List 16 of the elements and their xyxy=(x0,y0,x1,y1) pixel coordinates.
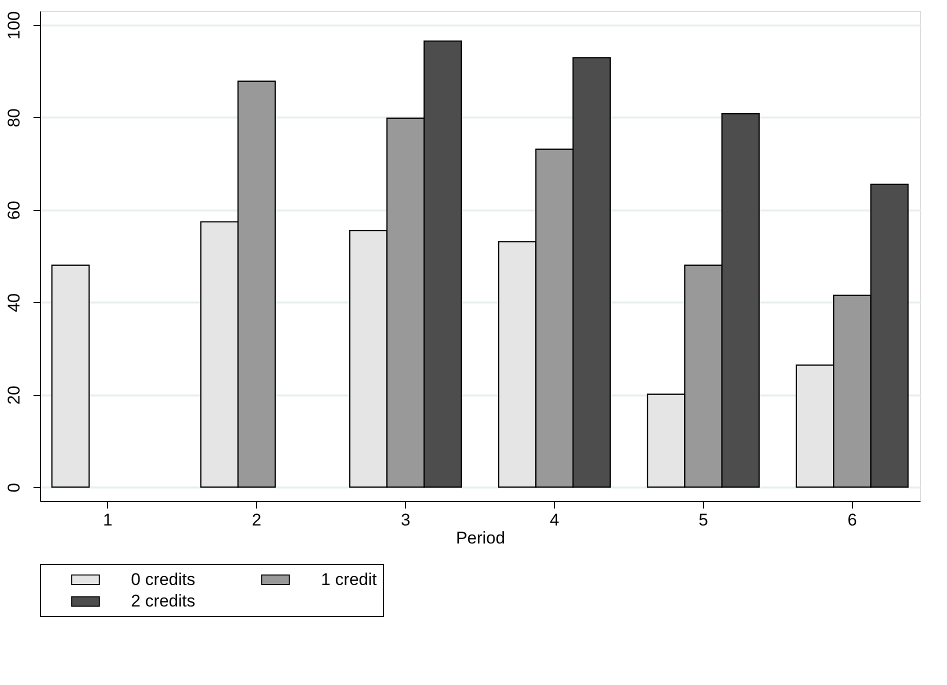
y-tick-label: 80 xyxy=(4,108,24,128)
x-tick-label: 5 xyxy=(698,510,708,530)
x-tick-label: 6 xyxy=(848,510,857,530)
y-tick-label: 0 xyxy=(4,482,24,492)
x-tick-label: 1 xyxy=(103,510,112,530)
legend-label: 0 credits xyxy=(131,570,196,589)
x-axis-title: Period xyxy=(456,528,506,548)
x-tick-label: 2 xyxy=(252,510,262,530)
legend-label: 1 credit xyxy=(321,570,378,589)
x-tick-label: 3 xyxy=(400,510,410,530)
y-tick-label: 40 xyxy=(4,293,24,312)
y-tick-label: 60 xyxy=(4,200,24,220)
legend-label: 2 credits xyxy=(131,592,196,610)
x-tick-label: 4 xyxy=(550,510,560,530)
y-tick-label: 20 xyxy=(4,386,24,405)
y-tick-label: 100 xyxy=(4,11,24,40)
